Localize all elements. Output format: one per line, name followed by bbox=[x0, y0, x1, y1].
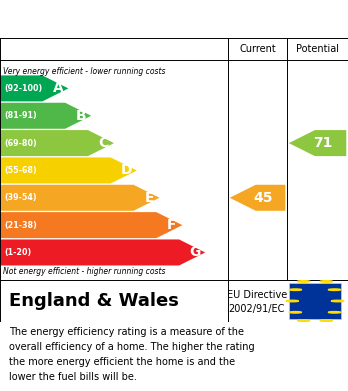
Text: EU Directive: EU Directive bbox=[227, 290, 287, 300]
Polygon shape bbox=[289, 130, 346, 156]
Text: 71: 71 bbox=[313, 136, 332, 150]
Circle shape bbox=[328, 312, 341, 313]
Polygon shape bbox=[0, 130, 114, 156]
Text: (39-54): (39-54) bbox=[4, 193, 37, 202]
Text: The energy efficiency rating is a measure of the: The energy efficiency rating is a measur… bbox=[9, 327, 244, 337]
Text: (81-91): (81-91) bbox=[4, 111, 37, 120]
Polygon shape bbox=[0, 158, 137, 183]
Text: C: C bbox=[98, 136, 109, 150]
Text: 2002/91/EC: 2002/91/EC bbox=[229, 305, 285, 314]
Text: (1-20): (1-20) bbox=[4, 248, 31, 257]
Text: (92-100): (92-100) bbox=[4, 84, 42, 93]
Text: the more energy efficient the home is and the: the more energy efficient the home is an… bbox=[9, 357, 235, 367]
Polygon shape bbox=[0, 103, 91, 129]
Circle shape bbox=[297, 320, 310, 321]
Text: Current: Current bbox=[239, 44, 276, 54]
Text: D: D bbox=[121, 163, 132, 178]
Text: A: A bbox=[53, 81, 63, 95]
Circle shape bbox=[320, 320, 333, 321]
Polygon shape bbox=[0, 212, 182, 238]
Text: Potential: Potential bbox=[296, 44, 339, 54]
Circle shape bbox=[289, 289, 302, 291]
Text: Not energy efficient - higher running costs: Not energy efficient - higher running co… bbox=[3, 267, 166, 276]
Circle shape bbox=[309, 278, 321, 279]
Polygon shape bbox=[230, 185, 285, 211]
Circle shape bbox=[328, 289, 341, 291]
Text: (69-80): (69-80) bbox=[4, 138, 37, 147]
Text: 45: 45 bbox=[253, 191, 272, 205]
Text: Energy Efficiency Rating: Energy Efficiency Rating bbox=[9, 10, 238, 28]
Text: F: F bbox=[167, 218, 177, 232]
Circle shape bbox=[286, 300, 299, 302]
Text: (55-68): (55-68) bbox=[4, 166, 37, 175]
Text: G: G bbox=[189, 246, 200, 260]
Polygon shape bbox=[0, 75, 68, 101]
Text: Very energy efficient - lower running costs: Very energy efficient - lower running co… bbox=[3, 66, 166, 75]
FancyBboxPatch shape bbox=[289, 283, 341, 319]
Polygon shape bbox=[0, 239, 205, 265]
Text: lower the fuel bills will be.: lower the fuel bills will be. bbox=[9, 372, 136, 382]
Text: (21-38): (21-38) bbox=[4, 221, 37, 230]
Text: B: B bbox=[76, 109, 86, 123]
Circle shape bbox=[289, 312, 302, 313]
Polygon shape bbox=[0, 185, 159, 211]
Text: England & Wales: England & Wales bbox=[9, 292, 179, 310]
Text: overall efficiency of a home. The higher the rating: overall efficiency of a home. The higher… bbox=[9, 342, 254, 352]
Circle shape bbox=[309, 323, 321, 325]
Circle shape bbox=[331, 300, 344, 302]
Text: E: E bbox=[144, 191, 154, 205]
Circle shape bbox=[297, 281, 310, 282]
Circle shape bbox=[320, 281, 333, 282]
